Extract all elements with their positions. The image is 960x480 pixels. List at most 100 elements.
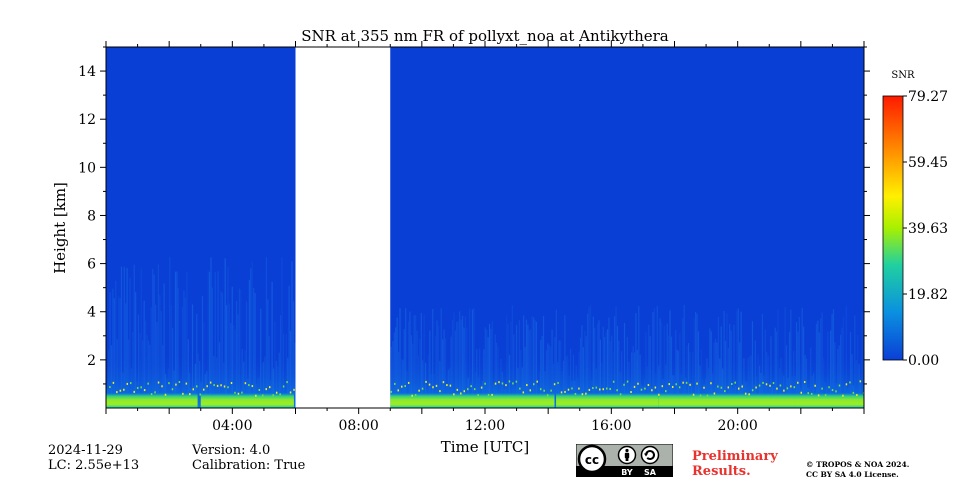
signal-streak <box>427 355 430 396</box>
surface-layer-segment <box>794 393 864 408</box>
signal-streak <box>706 358 708 396</box>
aerosol-speckle <box>734 381 737 384</box>
signal-streak <box>709 328 711 396</box>
signal-streak <box>270 380 272 396</box>
signal-streak <box>605 331 607 396</box>
signal-streak <box>533 317 535 396</box>
signal-streak <box>595 368 597 396</box>
signal-streak <box>734 385 737 396</box>
signal-streak <box>707 368 710 396</box>
signal-streak <box>289 330 292 396</box>
signal-streak <box>419 339 421 396</box>
aerosol-speckle <box>852 391 855 394</box>
aerosol-speckle <box>605 387 608 390</box>
aerosol-speckle <box>189 393 191 396</box>
aerosol-speckle <box>494 382 497 385</box>
aerosol-speckle <box>671 385 674 388</box>
signal-streak <box>426 388 428 396</box>
signal-streak <box>621 351 623 396</box>
preliminary-line-2: Results. <box>692 464 751 479</box>
signal-streak <box>203 322 205 396</box>
aerosol-speckle <box>585 392 587 395</box>
signal-streak <box>272 368 275 396</box>
aerosol-speckle <box>651 389 653 392</box>
signal-streak <box>524 346 526 396</box>
aerosol-speckle <box>696 382 698 385</box>
aerosol-speckle <box>769 384 771 387</box>
signal-streak <box>854 315 856 396</box>
signal-streak <box>842 316 845 396</box>
no-data-gap <box>295 47 391 408</box>
signal-streak <box>575 365 577 396</box>
signal-streak <box>740 311 742 396</box>
signal-streak <box>680 374 683 396</box>
cc-license-badge[interactable]: cc BY SA <box>576 444 673 477</box>
signal-streak <box>662 379 664 396</box>
aerosol-speckle <box>164 393 167 396</box>
aerosol-speckle <box>136 386 139 389</box>
signal-streak <box>685 377 687 396</box>
signal-streak <box>514 385 516 396</box>
aerosol-speckle <box>421 387 424 390</box>
aerosol-speckle <box>644 387 646 390</box>
copyright-line-1: © TROPOS & NOA 2024. <box>806 460 910 469</box>
signal-streak <box>764 329 766 396</box>
signal-streak <box>808 388 810 396</box>
signal-streak <box>719 358 721 396</box>
signal-streak <box>470 382 472 396</box>
signal-streak <box>487 337 489 396</box>
aerosol-speckle <box>800 391 803 394</box>
signal-streak <box>183 290 185 396</box>
signal-streak <box>116 339 118 396</box>
aerosol-speckle <box>602 388 604 391</box>
signal-streak <box>113 298 115 396</box>
signal-streak <box>648 324 650 396</box>
surface-layer-segment <box>556 393 659 408</box>
signal-streak <box>503 378 505 396</box>
signal-streak <box>403 329 405 396</box>
signal-streak <box>837 348 839 396</box>
footer-calibration: Calibration: True <box>192 458 306 473</box>
signal-streak <box>258 377 260 396</box>
signal-streak <box>771 386 773 396</box>
signal-streak <box>692 352 694 396</box>
signal-streak <box>635 313 637 396</box>
aerosol-speckle <box>658 393 660 396</box>
aerosol-speckle <box>831 389 834 392</box>
aerosol-speckle <box>689 383 691 386</box>
signal-streak <box>767 355 769 396</box>
signal-streak <box>173 370 175 396</box>
signal-streak <box>135 292 137 396</box>
signal-streak <box>415 315 417 396</box>
signal-streak <box>773 381 775 396</box>
signal-streak <box>778 368 781 396</box>
signal-streak <box>291 261 293 396</box>
signal-streak <box>818 332 820 396</box>
signal-streak <box>830 330 832 396</box>
chart-title: SNR at 355 nm FR of pollyxt_noa at Antik… <box>301 27 669 45</box>
signal-streak <box>545 350 547 396</box>
signal-streak <box>795 322 798 396</box>
signal-streak <box>224 258 226 396</box>
signal-streak <box>859 381 862 396</box>
signal-streak <box>420 313 422 396</box>
aerosol-speckle <box>112 381 115 384</box>
signal-streak <box>284 388 286 396</box>
signal-streak <box>700 349 702 396</box>
signal-streak <box>504 388 506 396</box>
signal-streak <box>849 331 852 396</box>
signal-streak <box>469 308 471 396</box>
signal-streak <box>557 362 559 396</box>
signal-streak <box>451 320 454 396</box>
aerosol-speckle <box>414 394 417 397</box>
signal-streak <box>601 362 603 396</box>
signal-streak <box>508 354 511 396</box>
aerosol-speckle <box>390 390 393 393</box>
signal-streak <box>629 382 631 396</box>
signal-streak <box>457 320 459 396</box>
signal-streak <box>193 385 195 396</box>
aerosol-speckle <box>550 389 552 392</box>
signal-streak <box>390 346 393 396</box>
signal-streak <box>253 287 255 396</box>
signal-streak <box>565 355 567 396</box>
